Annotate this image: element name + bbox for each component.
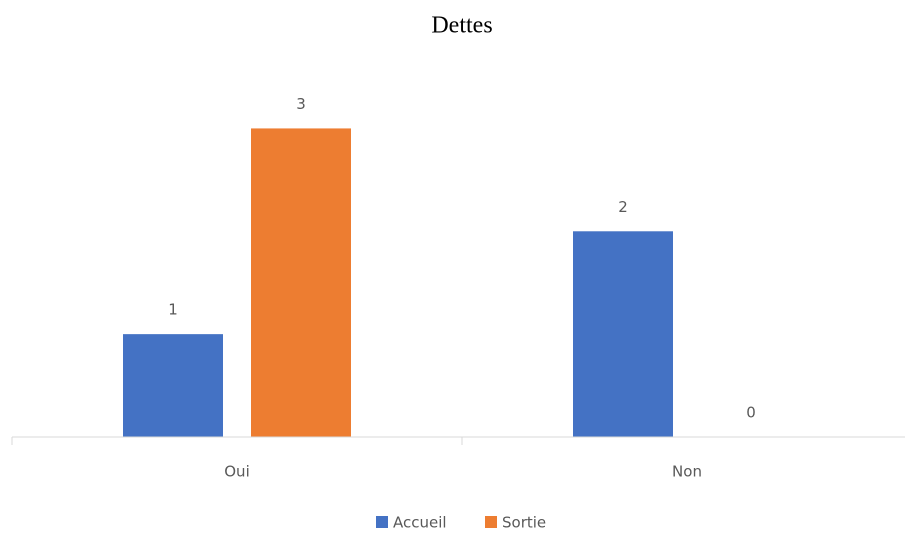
- chart-title: Dettes: [431, 13, 492, 39]
- data-label: 0: [746, 404, 756, 422]
- legend-label: Sortie: [502, 514, 546, 532]
- x-tick-label: Oui: [224, 463, 249, 481]
- data-label: 3: [296, 95, 306, 113]
- data-label: 2: [618, 198, 628, 216]
- legend-swatch: [485, 516, 497, 528]
- bar: [123, 334, 223, 437]
- bar: [573, 231, 673, 437]
- legend-label: Accueil: [393, 514, 447, 532]
- legend-swatch: [376, 516, 388, 528]
- data-label: 1: [168, 301, 178, 319]
- x-tick-label: Non: [672, 463, 702, 481]
- bar: [251, 128, 351, 437]
